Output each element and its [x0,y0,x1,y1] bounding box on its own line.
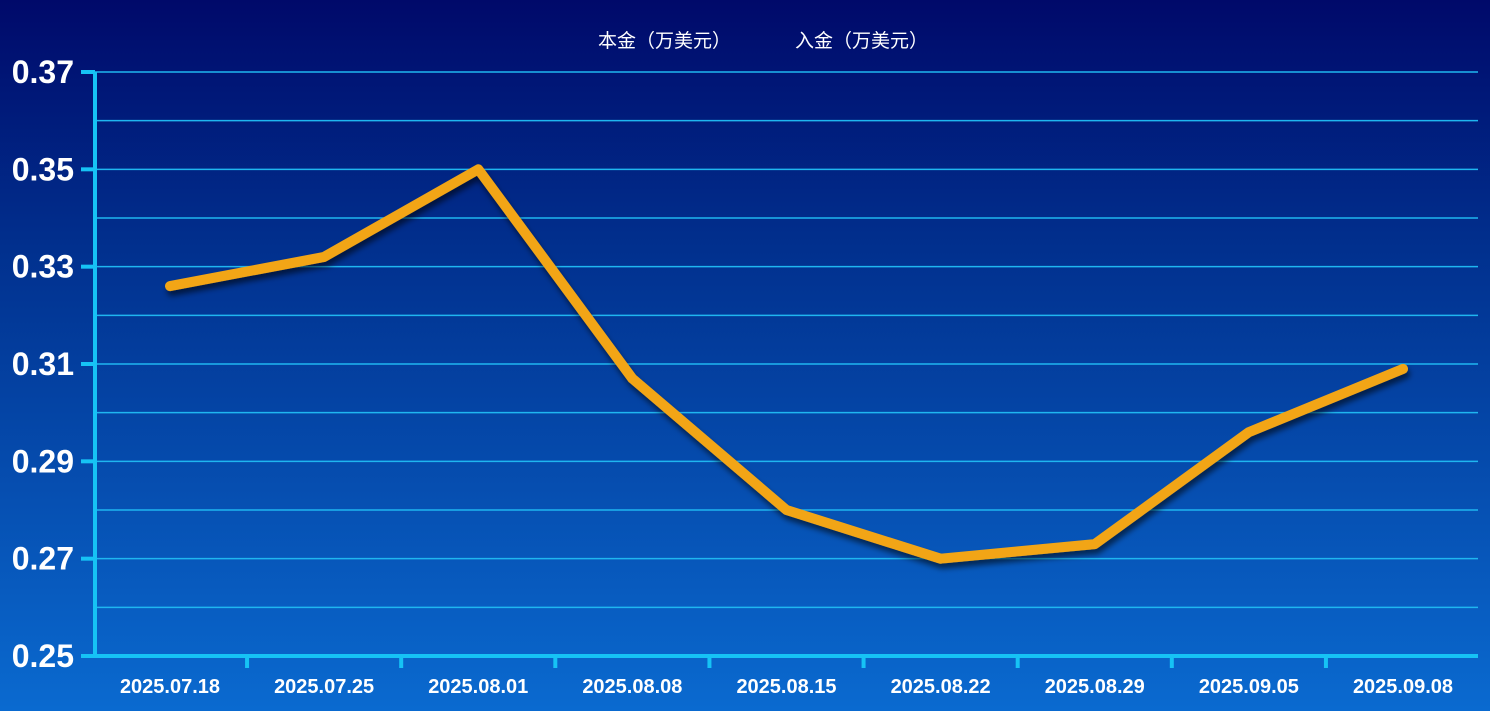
y-tick-label: 0.35 [12,151,74,187]
y-tick-label: 0.37 [12,54,74,90]
x-tick-label: 2025.08.22 [891,676,991,698]
legend: 本金（万美元） 入金（万美元） [555,30,928,52]
x-tick-label: 2025.08.08 [582,676,682,698]
y-tick-label: 0.25 [12,638,74,674]
y-tick-label: 0.29 [12,443,74,479]
x-tick-label: 2025.08.15 [736,676,836,698]
y-tick-label: 0.33 [12,249,74,285]
x-tick-label: 2025.07.25 [274,676,374,698]
y-tick-label: 0.31 [12,346,74,382]
x-tick-labels: 2025.07.18 2025.07.25 2025.08.01 2025.08.08… [120,656,1453,698]
series-line-0 [165,164,1408,564]
legend-label: 入金（万美元） [795,30,928,52]
y-tick-label: 0.27 [12,541,74,577]
x-tick-label: 2025.07.18 [120,676,220,698]
x-tick-label: 2025.08.01 [428,676,528,698]
x-tick-label: 2025.08.29 [1045,676,1145,698]
y-tick-labels: 0.25 0.27 0.29 0.31 0.33 0.35 0.37 [12,54,95,674]
x-tick-label: 2025.09.08 [1353,676,1453,698]
gridlines [95,71,1478,657]
series-lines [165,164,1408,564]
legend-label: 本金（万美元） [598,30,731,52]
x-tick-label: 2025.09.05 [1199,676,1299,698]
